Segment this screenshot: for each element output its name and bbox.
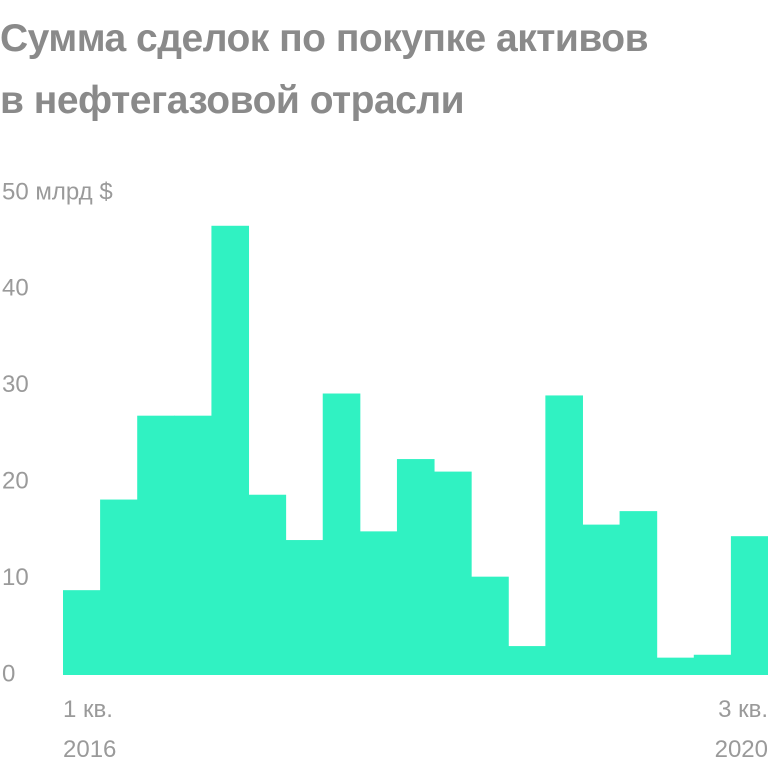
bar bbox=[285, 540, 324, 675]
bar bbox=[359, 531, 398, 675]
bar bbox=[396, 459, 435, 675]
bar bbox=[545, 395, 583, 675]
y-tick-label: 40 bbox=[2, 275, 29, 302]
y-tick-label: 0 bbox=[2, 660, 15, 687]
bar bbox=[471, 576, 509, 675]
bar bbox=[693, 654, 732, 675]
bar bbox=[434, 471, 472, 675]
chart-title: Сумма сделок по покупке активов в нефтег… bbox=[0, 17, 649, 122]
x-tick-label: 1 кв. 2016 bbox=[63, 696, 117, 763]
bar bbox=[211, 225, 250, 675]
bar bbox=[508, 646, 546, 675]
y-tick-label: 50 млрд $ bbox=[2, 178, 113, 205]
x-tick-label: 3 кв. 2020 bbox=[714, 696, 768, 763]
bar bbox=[322, 393, 361, 675]
bar bbox=[619, 511, 658, 675]
bar bbox=[730, 536, 768, 675]
bar bbox=[656, 657, 695, 675]
bar bbox=[137, 415, 175, 675]
y-tick-label: 20 bbox=[2, 468, 29, 495]
y-tick-label: 30 bbox=[2, 371, 29, 398]
bar bbox=[63, 590, 101, 675]
bar bbox=[100, 499, 138, 675]
y-tick-label: 10 bbox=[2, 564, 29, 591]
bar bbox=[174, 415, 212, 675]
bar bbox=[248, 494, 287, 675]
bar bbox=[582, 524, 621, 675]
